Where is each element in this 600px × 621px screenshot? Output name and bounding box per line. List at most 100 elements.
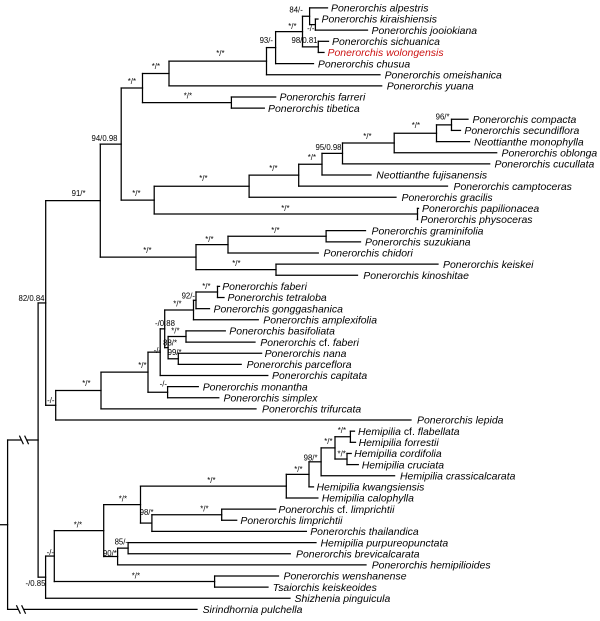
taxon-label-ponerorchis-nana: Ponerorchis nana [265, 349, 347, 360]
support-label: */* [324, 437, 332, 446]
taxon-label-ponerorchis-faberi: Ponerorchis faberi [222, 282, 307, 293]
support-label: */* [412, 121, 420, 130]
taxon-label-ponerorchis-oblonga: Ponerorchis oblonga [502, 148, 598, 159]
taxon-label-ponerorchis-parceflora: Ponerorchis parceflora [247, 360, 352, 371]
taxon-label-ponerorchis-thailandica: Ponerorchis thailandica [310, 527, 419, 538]
taxon-label-ponerorchis-chusua: Ponerorchis chusua [318, 59, 410, 70]
taxon-label-ponerorchis-omeishanica: Ponerorchis omeishanica [385, 70, 502, 81]
taxon-label-ponerorchis-wenshanense: Ponerorchis wenshanense [284, 572, 407, 583]
taxon-label-ponerorchis-basifoliata: Ponerorchis basifoliata [229, 327, 335, 338]
support-label: */* [74, 521, 82, 530]
taxon-label-ponerorchis-kiraishiensis: Ponerorchis kiraishiensis [322, 15, 437, 26]
taxon-label-shizhenia-pinguicula: Shizhenia pinguicula [295, 594, 391, 605]
taxon-label-ponerorchis-hemipilioides: Ponerorchis hemipilioides [372, 561, 491, 572]
taxon-label-ponerorchis-keiskei: Ponerorchis keiskei [443, 260, 534, 271]
taxon-label-ponerorchis-brevicalcarata: Ponerorchis brevicalcarata [296, 549, 420, 560]
support-label: */* [132, 189, 140, 198]
taxon-label-ponerorchis-suzukiana: Ponerorchis suzukiana [365, 238, 471, 249]
support-label: */* [294, 465, 302, 474]
taxon-label-ponerorchis-wolongensis: Ponerorchis wolongensis [328, 48, 444, 59]
support-label: 82/0.84 [18, 294, 45, 303]
support-label: */* [143, 246, 151, 255]
taxon-label-hemipilia-purpureopunctata: Hemipilia purpureopunctata [321, 538, 449, 549]
taxon-label-hemipilia-forrestii: Hemipilia forrestii [359, 438, 440, 449]
taxon-label-ponerorchis-tibetica: Ponerorchis tibetica [268, 104, 360, 115]
taxon-label-ponerorchis-gracilis: Ponerorchis gracilis [402, 193, 493, 204]
taxon-label-tsaiorchis-keiskeoides: Tsaiorchis keiskeoides [273, 583, 377, 594]
support-label: */* [119, 495, 127, 504]
support-label: 93/- [260, 36, 274, 45]
support-label: */* [308, 153, 316, 162]
support-label: */* [202, 282, 210, 291]
taxon-label-sirindhornia-pulchella: Sirindhornia pulchella [203, 605, 303, 616]
branch-break-mark [18, 435, 30, 445]
support-label: 92/- [182, 292, 196, 301]
support-label: */* [207, 476, 215, 485]
taxon-label-ponerorchis-simplex: Ponerorchis simplex [224, 393, 319, 404]
support-label: 98/* [140, 508, 154, 517]
taxon-label-ponerorchis-cf-limprichtii: Ponerorchis cf. limprichtii [278, 505, 395, 516]
support-values: -/- 84/- 98/0.81 */* 93/- */* */* */* */* 96/* */*… [18, 5, 449, 588]
taxon-label-ponerorchis-amplexifolia: Ponerorchis amplexifolia [263, 315, 377, 326]
support-label: 85/- [115, 538, 129, 547]
taxon-label-ponerorchis-alpestris: Ponerorchis alpestris [331, 4, 428, 15]
support-label: */* [281, 204, 289, 213]
taxon-label-ponerorchis-lepida: Ponerorchis lepida [417, 416, 504, 427]
support-label: */* [138, 361, 146, 370]
taxon-label-neottianthe-fujisanensis: Neottianthe fujisanensis [376, 171, 487, 182]
support-label: */* [288, 22, 296, 31]
support-label: */* [271, 226, 279, 235]
taxon-label-ponerorchis-cucullata: Ponerorchis cucullata [495, 160, 595, 171]
taxon-label-ponerorchis-sichuanica: Ponerorchis sichuanica [332, 37, 440, 48]
support-label: 90/* [103, 549, 117, 558]
support-label: */* [171, 327, 179, 336]
taxon-label-ponerorchis-trifurcata: Ponerorchis trifurcata [262, 405, 361, 416]
support-label: 94/0.98 [91, 134, 117, 143]
taxon-label-hemipilia-crassicalcarata: Hemipilia crassicalcarata [400, 471, 516, 482]
branch-break-mark [15, 604, 27, 615]
support-label: */* [128, 77, 136, 86]
support-label: -/- [47, 396, 55, 405]
taxon-label-ponerorchis-gonggashanica: Ponerorchis gonggashanica [214, 304, 344, 315]
taxon-label-hemipilia-cordifolia: Hemipilia cordifolia [354, 449, 442, 460]
branches [0, 7, 498, 615]
support-label: */* [200, 505, 208, 514]
support-label: */* [338, 426, 346, 435]
taxon-label-ponerorchis-yuana: Ponerorchis yuana [387, 82, 474, 93]
support-label: -/0.88 [155, 319, 175, 328]
taxon-label-ponerorchis-papilionacea: Ponerorchis papilionacea [422, 204, 539, 215]
taxon-label-ponerorchis-graminifolia: Ponerorchis graminifolia [372, 226, 484, 237]
taxon-label-hemipilia-kwangsiensis: Hemipilia kwangsiensis [317, 483, 425, 494]
taxon-label-ponerorchis-limprichtii: Ponerorchis limprichtii [240, 516, 343, 527]
taxon-label-ponerorchis-physoceras: Ponerorchis physoceras [421, 215, 533, 226]
support-label: -/- [307, 24, 315, 33]
taxon-label-ponerorchis-farreri: Ponerorchis farreri [280, 93, 367, 104]
support-label: */* [152, 62, 160, 71]
taxon-label-ponerorchis-capitata: Ponerorchis capitata [272, 371, 367, 382]
support-label: */* [132, 572, 140, 581]
support-label: 84/- [289, 5, 303, 14]
taxon-label-ponerorchis-tetraloba: Ponerorchis tetraloba [228, 293, 327, 304]
support-label: */* [82, 379, 90, 388]
taxon-label-ponerorchis-secundiflora: Ponerorchis secundiflora [464, 126, 579, 137]
taxon-label-hemipilia-cf-flabellata: Hemipilia cf. flabellata [358, 427, 460, 438]
taxon-label-ponerorchis-cf-faberi: Ponerorchis cf. faberi [260, 338, 359, 349]
taxon-label-hemipilia-cruciata: Hemipilia cruciata [362, 460, 445, 471]
support-label: */* [363, 132, 371, 141]
taxon-label-ponerorchis-compacta: Ponerorchis compacta [473, 115, 577, 126]
taxon-label-ponerorchis-kinoshitae: Ponerorchis kinoshitae [363, 271, 469, 282]
support-label: -/0.85 [26, 579, 47, 588]
taxon-label-ponerorchis-camptoceras: Ponerorchis camptoceras [454, 182, 572, 193]
taxon-label-ponerorchis-jooiokiana: Ponerorchis jooiokiana [372, 26, 478, 37]
support-label: */* [199, 174, 207, 183]
support-label: */* [232, 259, 240, 268]
support-label: 96/* [436, 113, 450, 122]
support-label: */* [338, 450, 346, 459]
taxon-label-neottianthe-monophylla: Neottianthe monophylla [474, 137, 584, 148]
support-label: -/- [160, 380, 168, 389]
taxon-label-ponerorchis-monantha: Ponerorchis monantha [203, 382, 308, 393]
support-label: */* [184, 92, 192, 101]
